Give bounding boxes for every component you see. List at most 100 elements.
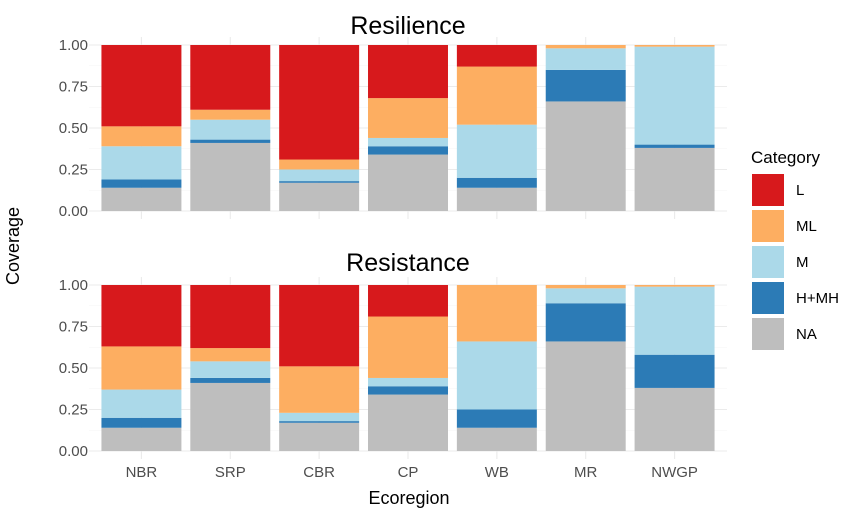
bar-segment-wb-ml (456, 285, 537, 342)
bar-segment-mr-m (545, 48, 626, 70)
bar-segment-mr-ml (545, 45, 626, 49)
panel-title: Resistance (346, 249, 470, 277)
bar-segment-cbr-m (279, 169, 360, 182)
x-tick-label: NBR (126, 464, 158, 481)
bar-segment-nbr-l (101, 45, 182, 127)
x-tick-label: CP (398, 464, 419, 481)
legend-entries: L ML M H+MH NA (752, 174, 839, 350)
y-tick-label: 0.75 (59, 79, 88, 96)
y-tick-label: 0.25 (59, 162, 88, 179)
bar-segment-wb-ml (456, 66, 537, 125)
bar-segment-nbr-hplusmh (101, 417, 182, 428)
x-tick-label: MR (574, 464, 597, 481)
bar-segment-nwgp-na (634, 387, 715, 451)
bar-segment-cp-l (368, 45, 448, 99)
bar-segment-nbr-hplusmh (101, 179, 182, 188)
bar-segment-wb-hplusmh (456, 409, 537, 428)
bar-segment-srp-na (190, 382, 271, 451)
bar-segment-nbr-na (101, 427, 182, 451)
legend-swatch-na (752, 318, 784, 350)
bar-segment-srp-na (190, 142, 271, 211)
bar-segment-srp-ml (190, 109, 271, 120)
bar-segment-nwgp-ml (634, 45, 715, 47)
bar-segment-cp-m (368, 377, 448, 387)
panel-title: Resilience (350, 12, 465, 40)
x-axis-title: Ecoregion (368, 488, 449, 508)
legend-label: L (796, 182, 804, 199)
legend-label: NA (796, 326, 817, 343)
bar-segment-wb-na (456, 427, 537, 451)
bar-segment-wb-hplusmh (456, 177, 537, 188)
panels-layer: 0.000.250.500.751.00Resilience0.000.250.… (59, 12, 727, 481)
y-tick-label: 0.00 (59, 443, 88, 460)
bar-segment-cp-ml (368, 316, 448, 378)
legend-label: M (796, 254, 809, 271)
bar-segment-nwgp-m (634, 286, 715, 355)
bar-segment-nwgp-hplusmh (634, 144, 715, 148)
bar-segment-nbr-m (101, 146, 182, 180)
y-tick-label: 1.00 (59, 37, 88, 54)
bar-segment-cbr-ml (279, 366, 360, 413)
bar-segment-nbr-m (101, 389, 182, 418)
bar-segment-cbr-hplusmh (279, 181, 360, 183)
bar-segment-mr-m (545, 288, 626, 304)
bar-segment-cp-hplusmh (368, 386, 448, 395)
bar-segment-cp-m (368, 137, 448, 147)
x-tick-label: WB (485, 464, 509, 481)
bar-segment-cbr-na (279, 422, 360, 451)
legend-label: ML (796, 218, 817, 235)
bar-segment-mr-hplusmh (545, 303, 626, 342)
legend-swatch-ml (752, 210, 784, 242)
bar-segment-mr-hplusmh (545, 69, 626, 102)
bar-segment-cbr-l (279, 45, 360, 160)
panel-resilience: 0.00 0.25 0.50 0.75 1.00 Resilience (59, 12, 727, 220)
bar-segment-cp-ml (368, 98, 448, 138)
bar-segment-wb-m (456, 124, 537, 178)
bar-segment-cp-l (368, 285, 448, 317)
x-tick-label: CBR (303, 464, 335, 481)
bar-segment-srp-hplusmh (190, 377, 271, 383)
bar-segment-srp-m (190, 119, 271, 140)
bar-segment-srp-l (190, 45, 271, 110)
legend-label: H+MH (796, 290, 839, 307)
legend: Category L ML M H+MH NA (751, 148, 839, 350)
bar-segment-cp-hplusmh (368, 146, 448, 155)
bar-segment-cbr-hplusmh (279, 421, 360, 423)
y-axis-title: Coverage (3, 207, 23, 285)
bar-segment-mr-na (545, 101, 626, 211)
bar-segment-nwgp-na (634, 147, 715, 211)
bar-segment-mr-na (545, 341, 626, 451)
bar-segment-nbr-ml (101, 346, 182, 390)
bar-segment-nwgp-m (634, 46, 715, 145)
y-tick-label: 0.50 (59, 360, 88, 377)
bar-segment-mr-ml (545, 285, 626, 289)
bar-segment-nwgp-ml (634, 285, 715, 287)
y-tick-label: 0.25 (59, 402, 88, 419)
legend-title: Category (751, 148, 820, 167)
bar-segment-cbr-ml (279, 159, 360, 170)
x-tick-label: NWGP (651, 464, 698, 481)
legend-swatch-l (752, 174, 784, 206)
legend-swatch-hplusmh (752, 282, 784, 314)
panel-resistance: 0.00 0.25 0.50 0.75 1.00 Resistance NBR SRP CBR C… (59, 249, 727, 481)
y-tick-label: 0.00 (59, 203, 88, 220)
bar-segment-nwgp-hplusmh (634, 354, 715, 388)
bar-segment-srp-ml (190, 348, 271, 362)
bar-segment-cbr-m (279, 412, 360, 422)
bar-segment-wb-l (456, 45, 537, 67)
bar-segment-srp-m (190, 361, 271, 378)
bar-segment-cbr-l (279, 285, 360, 367)
y-tick-label: 0.50 (59, 120, 88, 137)
bar-segment-cp-na (368, 394, 448, 451)
bar-segment-wb-na (456, 187, 537, 211)
bar-segment-srp-hplusmh (190, 139, 271, 143)
bar-segment-cbr-na (279, 182, 360, 211)
y-tick-label: 0.75 (59, 319, 88, 336)
bar-segment-nbr-ml (101, 126, 182, 147)
bar-segment-nbr-l (101, 285, 182, 347)
x-tick-label: SRP (215, 464, 246, 481)
y-tick-label: 1.00 (59, 277, 88, 294)
bar-segment-wb-m (456, 341, 537, 410)
bar-segment-srp-l (190, 285, 271, 349)
